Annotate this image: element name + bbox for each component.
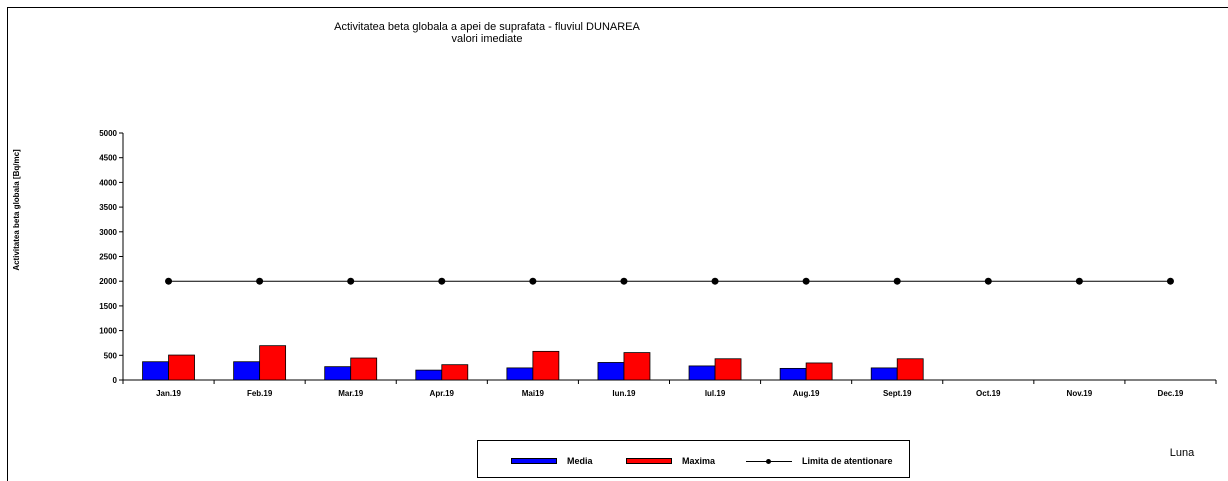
bar-maxima <box>896 358 924 381</box>
limit-point <box>256 277 264 285</box>
x-tick-label: Aug.19 <box>793 389 820 398</box>
y-tick-label: 0 <box>113 376 118 385</box>
x-tick-label: Mai19 <box>522 389 545 398</box>
bar-media <box>324 366 352 381</box>
y-tick-label: 2500 <box>99 253 117 262</box>
bar-maxima <box>168 354 195 381</box>
limit-point <box>893 277 901 285</box>
x-tick-label: Nov.19 <box>1067 389 1093 398</box>
y-tick-label: 2000 <box>99 277 117 286</box>
bar-media <box>870 367 898 381</box>
chart-frame <box>7 7 1228 481</box>
bar-maxima <box>623 352 651 381</box>
bar-media <box>142 361 169 381</box>
bar-maxima <box>532 350 560 381</box>
y-tick-label: 4000 <box>99 178 117 187</box>
y-tick-label: 3000 <box>99 228 117 237</box>
limit-point <box>984 277 992 285</box>
limit-point <box>620 277 628 285</box>
bar-maxima <box>805 362 833 381</box>
x-tick-label: Apr.19 <box>430 389 455 398</box>
y-tick-label: 5000 <box>99 129 117 138</box>
limit-point <box>165 277 173 285</box>
chart-title: Activitatea beta globala a apei de supra… <box>334 21 640 33</box>
x-tick-label: Feb.19 <box>247 389 273 398</box>
chart-subtitle: valori imediate <box>452 33 523 45</box>
legend-label-limita: Limita de atentionare <box>802 455 893 466</box>
limit-point <box>1075 277 1083 285</box>
legend-item-maxima: Maxima <box>626 455 716 466</box>
y-tick-label: 1500 <box>99 302 117 311</box>
legend-label-maxima: Maxima <box>682 455 716 466</box>
bar-media <box>688 365 716 381</box>
bar-media <box>597 362 625 381</box>
limit-point <box>711 277 719 285</box>
x-tick-label: Iun.19 <box>612 389 636 398</box>
legend-swatch-limita <box>746 458 792 464</box>
bar-media <box>415 369 443 381</box>
y-tick-label: 1000 <box>99 327 117 336</box>
x-tick-label: Iul.19 <box>705 389 726 398</box>
y-tick-label: 500 <box>104 351 118 360</box>
y-tick-label: 3500 <box>99 203 117 212</box>
bar-media <box>506 367 534 381</box>
legend-item-limita: Limita de atentionare <box>746 455 893 466</box>
bar-media <box>233 361 261 381</box>
legend: Media Maxima Limita de atentionare <box>477 440 910 478</box>
y-tick-label: 4500 <box>99 154 117 163</box>
legend-item-media: Media <box>511 455 593 466</box>
bar-maxima <box>259 345 287 381</box>
limit-point <box>438 277 446 285</box>
limit-point <box>802 277 810 285</box>
limit-point <box>347 277 355 285</box>
y-axis-label: Activitatea beta globala [Bq/mc] <box>12 149 21 271</box>
x-tick-label: Mar.19 <box>338 389 363 398</box>
x-axis-label: Luna <box>1170 447 1195 459</box>
legend-swatch-media <box>511 457 557 464</box>
bar-maxima <box>441 364 469 381</box>
limit-point <box>1166 277 1174 285</box>
x-tick-label: Oct.19 <box>976 389 1001 398</box>
limit-point <box>529 277 537 285</box>
x-tick-label: Sept.19 <box>883 389 912 398</box>
bar-maxima <box>350 357 378 381</box>
x-tick-label: Jan.19 <box>156 389 181 398</box>
legend-label-media: Media <box>567 455 593 466</box>
x-tick-label: Dec.19 <box>1158 389 1184 398</box>
bar-media <box>779 367 807 381</box>
legend-swatch-maxima <box>626 457 672 464</box>
bar-maxima <box>714 358 742 381</box>
